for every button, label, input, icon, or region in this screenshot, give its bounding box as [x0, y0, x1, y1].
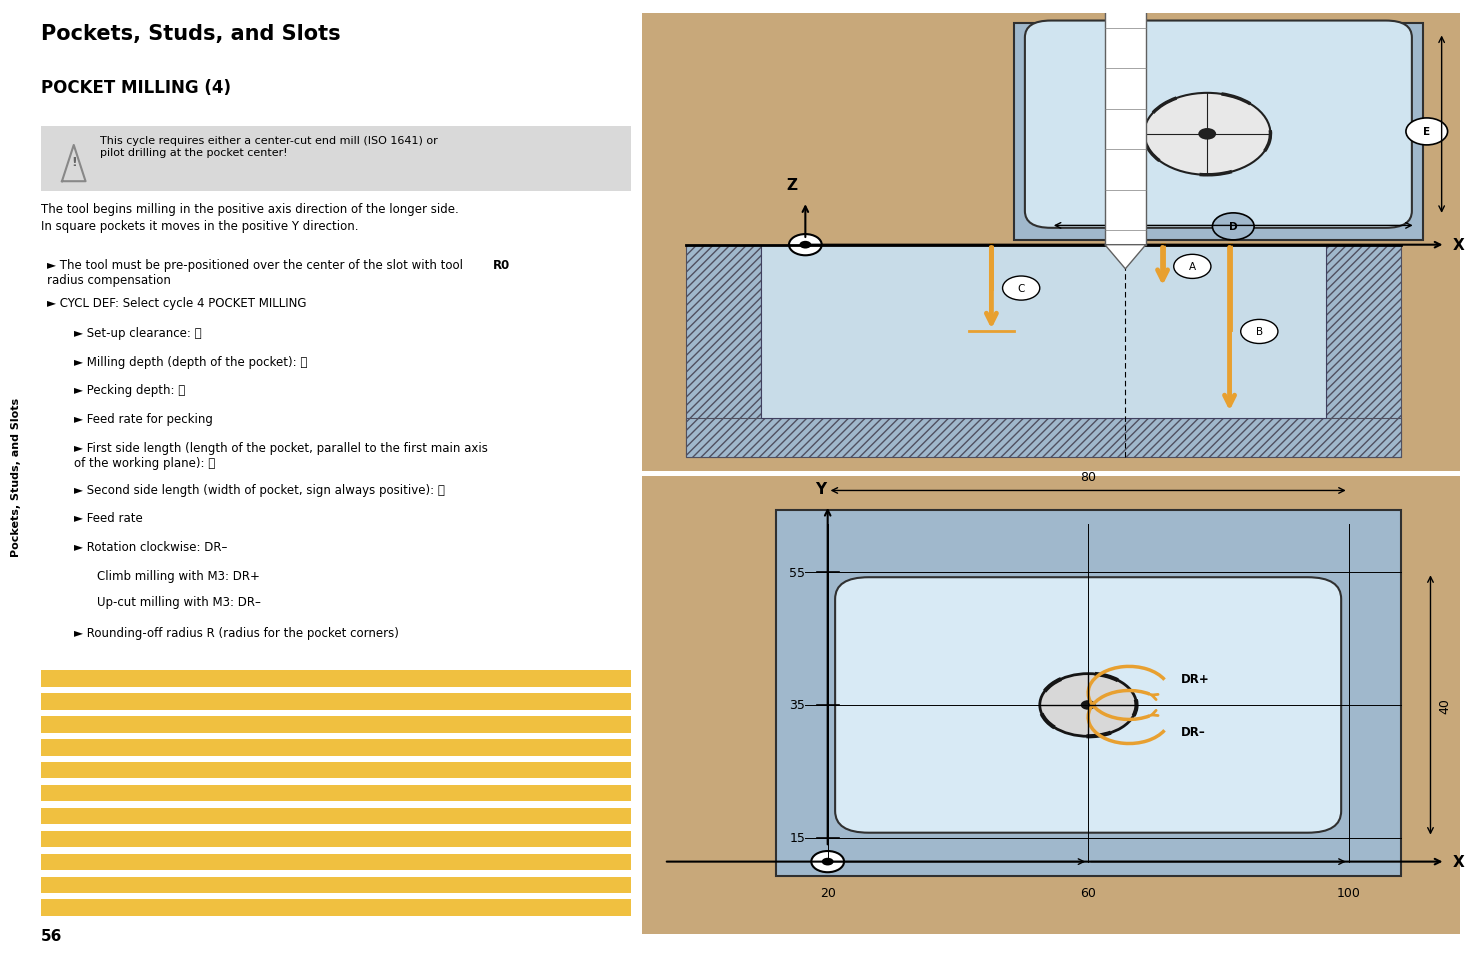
Bar: [686, 418, 1401, 457]
Bar: [41, 671, 631, 687]
Text: 56: 56: [41, 928, 62, 943]
Text: C: C: [1018, 284, 1025, 294]
FancyBboxPatch shape: [1025, 22, 1412, 229]
Text: A: A: [1189, 262, 1196, 273]
Text: ► Rotation clockwise: DR–: ► Rotation clockwise: DR–: [74, 540, 227, 554]
Bar: [41, 694, 631, 710]
Text: ► Feed rate for pecking: ► Feed rate for pecking: [74, 413, 212, 426]
Text: Up-cut milling with M3: DR–: Up-cut milling with M3: DR–: [97, 596, 261, 609]
Text: The tool begins milling in the positive axis direction of the longer side.
In sq: The tool begins milling in the positive …: [41, 203, 459, 233]
Circle shape: [1081, 700, 1096, 710]
Bar: [761, 246, 1326, 418]
Text: Pockets, Studs, and Slots: Pockets, Studs, and Slots: [12, 397, 21, 556]
Text: ► Second side length (width of pocket, sign always positive): Ⓔ: ► Second side length (width of pocket, s…: [74, 483, 444, 497]
Text: ► First side length (length of the pocket, parallel to the first main axis
of th: ► First side length (length of the pocke…: [74, 441, 488, 469]
Text: B: B: [1255, 327, 1263, 337]
Text: 20: 20: [820, 885, 836, 899]
Text: 100: 100: [1336, 885, 1360, 899]
Text: POCKET MILLING (4): POCKET MILLING (4): [41, 79, 232, 97]
Text: D: D: [1229, 222, 1238, 233]
Circle shape: [1145, 93, 1270, 175]
Bar: [1013, 24, 1423, 240]
Bar: [41, 854, 631, 870]
Text: 40: 40: [1438, 698, 1451, 713]
Text: ► Set-up clearance: Ⓐ: ► Set-up clearance: Ⓐ: [74, 327, 202, 340]
Circle shape: [1198, 129, 1217, 140]
Text: Climb milling with M3: DR+: Climb milling with M3: DR+: [97, 569, 260, 582]
Text: This cycle requires either a center-cut end mill (ISO 1641) or
pilot drilling at: This cycle requires either a center-cut …: [100, 136, 438, 158]
Circle shape: [1174, 255, 1211, 279]
Text: ► Pecking depth: Ⓒ: ► Pecking depth: Ⓒ: [74, 384, 184, 397]
Bar: [776, 510, 1401, 876]
Bar: [686, 246, 761, 457]
Bar: [41, 740, 631, 756]
Circle shape: [1003, 276, 1040, 301]
Circle shape: [1240, 320, 1277, 344]
Text: DR–: DR–: [1181, 725, 1207, 739]
Text: 60: 60: [1080, 885, 1096, 899]
Text: R0: R0: [493, 258, 510, 272]
Bar: [1326, 246, 1401, 457]
Bar: [1105, 5, 1146, 246]
Bar: [41, 831, 631, 847]
Text: DR+: DR+: [1181, 672, 1210, 685]
Text: 80: 80: [1080, 471, 1096, 484]
Text: Pockets, Studs, and Slots: Pockets, Studs, and Slots: [41, 24, 341, 44]
Circle shape: [822, 858, 833, 865]
Text: 35: 35: [789, 699, 805, 712]
Text: ► Rounding-off radius R (radius for the pocket corners): ► Rounding-off radius R (radius for the …: [74, 626, 398, 639]
Circle shape: [799, 241, 811, 250]
Bar: [41, 900, 631, 916]
Bar: [41, 808, 631, 824]
Bar: [41, 785, 631, 801]
Text: E: E: [1423, 128, 1431, 137]
Text: X: X: [1453, 238, 1465, 253]
Text: ► Milling depth (depth of the pocket): Ⓑ: ► Milling depth (depth of the pocket): Ⓑ: [74, 355, 307, 369]
Text: X: X: [1453, 854, 1465, 869]
Circle shape: [1040, 674, 1137, 737]
Circle shape: [811, 851, 844, 872]
FancyBboxPatch shape: [835, 578, 1341, 833]
Polygon shape: [1105, 246, 1146, 270]
FancyBboxPatch shape: [41, 127, 631, 192]
Bar: [41, 877, 631, 893]
Circle shape: [1212, 213, 1254, 240]
Bar: [41, 762, 631, 779]
Text: 55: 55: [789, 566, 805, 579]
Text: 15: 15: [789, 831, 805, 844]
Text: ► CYCL DEF: Select cycle 4 POCKET MILLING: ► CYCL DEF: Select cycle 4 POCKET MILLIN…: [47, 296, 307, 310]
Text: ► The tool must be pre-positioned over the center of the slot with tool
radius c: ► The tool must be pre-positioned over t…: [47, 258, 463, 286]
Text: ► Feed rate: ► Feed rate: [74, 512, 143, 525]
Circle shape: [789, 234, 822, 256]
Circle shape: [1406, 119, 1447, 146]
Text: Y: Y: [814, 481, 826, 497]
Text: !: !: [71, 155, 77, 169]
Text: Z: Z: [786, 177, 798, 193]
Bar: [41, 717, 631, 733]
